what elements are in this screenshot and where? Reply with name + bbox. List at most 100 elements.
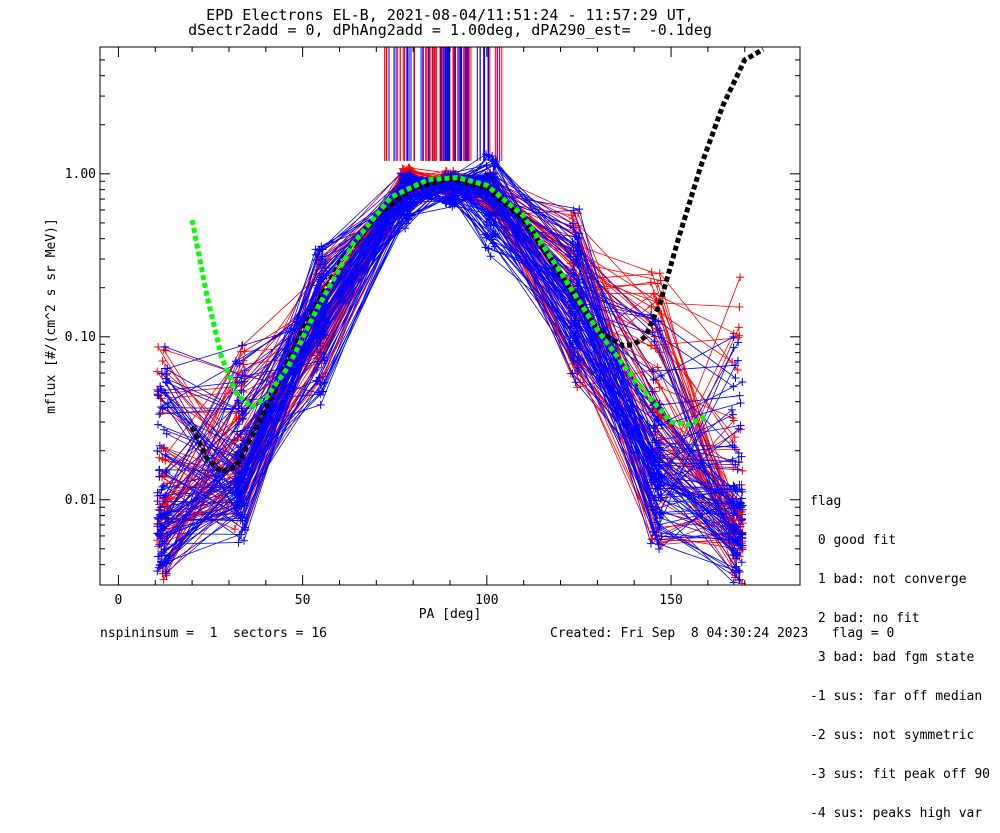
series-blue-point [655, 458, 664, 467]
series-blue-point [159, 548, 168, 557]
series-blue-point [566, 322, 575, 331]
series-blue-point [153, 488, 162, 497]
series-blue-point [238, 471, 247, 480]
series-blue-point [158, 404, 167, 413]
series-blue-point [156, 557, 165, 566]
x-tick-label: 150 [659, 593, 682, 608]
series-blue-point [156, 402, 165, 411]
series-blue-point [313, 363, 322, 372]
series-blue-point [566, 332, 575, 341]
series-blue-point [320, 324, 329, 333]
series-blue-point [322, 271, 331, 280]
series-red-point [655, 269, 664, 278]
series-blue-point [738, 515, 747, 524]
series-blue-point [655, 544, 664, 553]
data-layer [153, 47, 747, 585]
flag-legend-item: 0 good fit [810, 533, 897, 548]
series-blue-point [568, 266, 577, 275]
series-red-point [647, 535, 656, 544]
flag-legend-item: 2 bad: no fit [810, 611, 920, 626]
series-blue-point [153, 446, 162, 455]
series-blue-point [154, 514, 163, 523]
series-blue-point [569, 206, 578, 215]
series-blue-point [656, 510, 665, 519]
series-blue-point [233, 493, 242, 502]
series-blue-point [240, 366, 249, 375]
series-blue-point [491, 157, 500, 166]
series-blue-point [237, 530, 246, 539]
series-blue-point [162, 468, 171, 477]
series-blue-point [235, 399, 244, 408]
flag-legend-item: -1 sus: far off median [810, 689, 983, 704]
series-blue-point [490, 172, 499, 181]
series-blue-point [657, 333, 666, 342]
fit-black-curve [189, 47, 765, 475]
series-blue-point [491, 230, 500, 239]
series-blue-point [239, 536, 248, 545]
series-blue-point [448, 194, 457, 203]
series-blue-point [317, 242, 326, 251]
series-blue-point [397, 169, 406, 178]
series-blue-point [731, 373, 740, 382]
series-blue-point [736, 533, 745, 542]
series-blue-point [315, 273, 324, 282]
series-red-point [230, 525, 239, 534]
series-blue-point [314, 319, 323, 328]
series-blue-point [322, 317, 331, 326]
series-red-point [733, 365, 742, 374]
series-blue-point [732, 511, 741, 520]
series-blue-point [738, 487, 747, 496]
series-blue-point [153, 567, 162, 576]
series-blue-point [153, 497, 162, 506]
series-red-point [405, 163, 414, 172]
series-blue-point [733, 487, 742, 496]
y-tick-label: 0.10 [65, 330, 96, 345]
series-blue-point [234, 538, 243, 547]
series-blue-point [728, 410, 737, 419]
series-group [153, 47, 747, 585]
series-blue-point [484, 151, 493, 160]
series-blue-point [160, 558, 169, 567]
y-tick-label: 1.00 [65, 167, 96, 182]
series-blue-point [648, 528, 657, 537]
series-blue-point [237, 386, 246, 395]
series-red-point [158, 356, 167, 365]
series-red-point [155, 453, 164, 462]
series-blue-point [657, 371, 666, 380]
series-red-point [736, 273, 745, 282]
series-blue-point [737, 452, 746, 461]
series-blue-point [161, 569, 170, 578]
series-blue-point [489, 201, 498, 210]
series-blue-point [729, 578, 738, 585]
series-blue-point [573, 344, 582, 353]
series-blue-point [734, 535, 743, 544]
series-blue-point [736, 498, 745, 507]
series-red-point [153, 367, 162, 376]
fit-green-curve [189, 174, 710, 427]
series-blue-point [647, 453, 656, 462]
fit-layer [189, 47, 765, 475]
series-blue-point [153, 391, 162, 400]
x-tick-label: 100 [475, 593, 498, 608]
series-blue-point [232, 477, 241, 486]
series-blue-point [737, 516, 746, 525]
series-blue-point [155, 560, 164, 569]
series-blue-point [320, 301, 329, 310]
series-blue-point [238, 485, 247, 494]
series-blue-point [157, 369, 166, 378]
chart-title-line1: EPD Electrons EL-B, 2021-08-04/11:51:24 … [206, 6, 694, 24]
series-blue-point [237, 378, 246, 387]
axis-layer: 0 50 100 150 0.01 0.10 1.00 [65, 46, 800, 608]
series-blue-point [237, 462, 246, 471]
series-blue-point [322, 331, 331, 340]
series-blue-point [733, 465, 742, 474]
series-blue-point [315, 373, 324, 382]
series-blue-point [404, 215, 413, 224]
series-blue-point [486, 168, 495, 177]
x-tick-label: 50 [295, 593, 311, 608]
series-red-point [735, 331, 744, 340]
series-blue-point [573, 260, 582, 269]
flag-legend-item: -4 sus: peaks high var [810, 806, 983, 821]
series-blue-point [316, 400, 325, 409]
series-blue-point [488, 235, 497, 244]
